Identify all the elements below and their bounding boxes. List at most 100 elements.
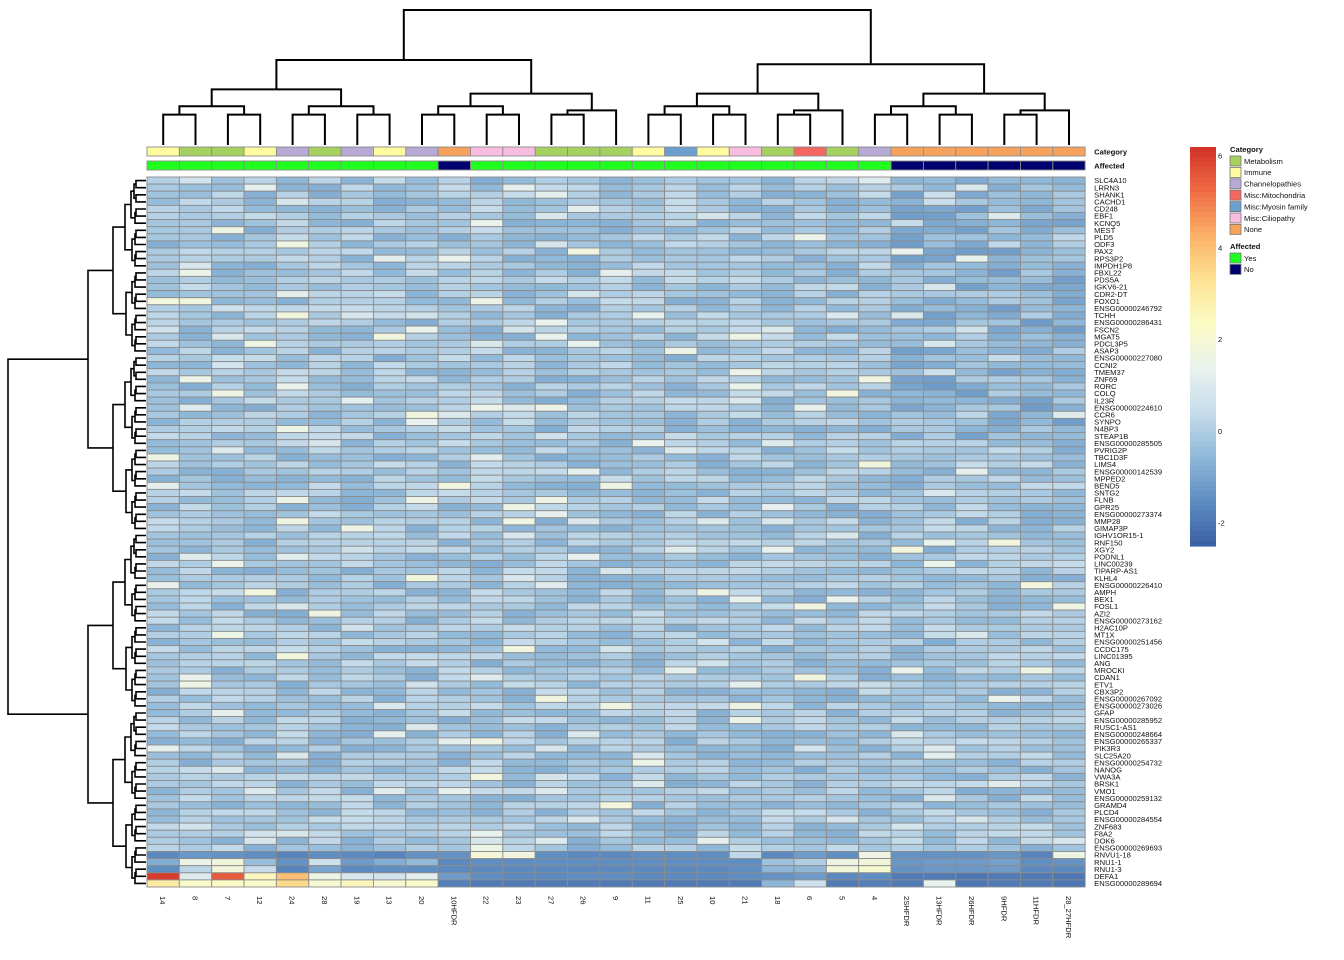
- heatmap-cell: [405, 751, 439, 760]
- heatmap-cell: [405, 219, 439, 228]
- heatmap-cell: [696, 325, 730, 334]
- heatmap-cell: [534, 254, 569, 263]
- heatmap-cell: [664, 787, 698, 796]
- heatmap-cell: [858, 226, 892, 235]
- heatmap-cell: [955, 808, 989, 817]
- heatmap-cell: [437, 197, 471, 206]
- heatmap-cell: [890, 417, 924, 426]
- heatmap-cell: [664, 432, 698, 441]
- heatmap-cell: [696, 787, 730, 796]
- heatmap-cell: [437, 233, 471, 242]
- heatmap-cell: [211, 375, 245, 384]
- heatmap-cell: [1052, 453, 1086, 462]
- heatmap-cell: [696, 354, 730, 363]
- heatmap-cell: [955, 425, 989, 434]
- heatmap-cell: [955, 730, 989, 739]
- heatmap-cell: [534, 666, 569, 675]
- heatmap-cell: [890, 758, 924, 767]
- heatmap-cell: [987, 417, 1021, 426]
- heatmap-cell: [146, 851, 180, 860]
- heatmap-cell: [858, 219, 892, 228]
- heatmap-cell: [275, 659, 310, 668]
- heatmap-cell: [955, 439, 989, 448]
- heatmap-cell: [502, 510, 536, 519]
- heatmap-cell: [761, 368, 795, 377]
- heatmap-cell: [211, 865, 245, 874]
- heatmap-cell: [243, 467, 277, 476]
- heatmap-cell: [437, 552, 471, 561]
- color-scale-segment: [1190, 491, 1216, 497]
- row-label: FOXO1: [1094, 297, 1120, 306]
- heatmap-cell: [664, 354, 698, 363]
- heatmap-cell: [243, 588, 277, 597]
- heatmap-cell: [534, 879, 569, 888]
- heatmap-cell: [761, 318, 795, 327]
- heatmap-cell: [146, 226, 180, 235]
- heatmap-cell: [1020, 176, 1054, 185]
- heatmap-cell: [987, 851, 1021, 860]
- heatmap-cell: [275, 531, 310, 540]
- heatmap-cell: [373, 701, 407, 710]
- heatmap-cell: [890, 496, 924, 505]
- heatmap-cell: [534, 609, 569, 618]
- heatmap-cell: [405, 666, 439, 675]
- heatmap-cell: [534, 716, 569, 725]
- heatmap-cell: [340, 197, 374, 206]
- heatmap-cell: [793, 439, 827, 448]
- heatmap-cell: [1052, 567, 1086, 576]
- heatmap-cell: [178, 375, 213, 384]
- heatmap-cell: [437, 481, 471, 490]
- heatmap-cell: [890, 737, 924, 746]
- heatmap-cell: [793, 559, 827, 568]
- heatmap-cell: [761, 467, 795, 476]
- dendrogram-branch: [125, 824, 132, 869]
- color-scale-segment: [1190, 351, 1216, 358]
- heatmap-cell: [761, 659, 795, 668]
- heatmap-cell: [534, 311, 569, 320]
- heatmap-cell: [308, 567, 342, 576]
- annotation-category-cell: [955, 146, 989, 157]
- heatmap-cell: [922, 638, 957, 647]
- heatmap-cell: [631, 361, 666, 370]
- row-label: MEST: [1094, 226, 1115, 235]
- heatmap-cell: [631, 858, 666, 867]
- heatmap-cell: [178, 368, 213, 377]
- heatmap-cell: [405, 212, 439, 221]
- heatmap-cell: [761, 247, 795, 256]
- heatmap-cell: [470, 630, 504, 639]
- heatmap-cell: [534, 304, 569, 313]
- heatmap-cell: [340, 233, 374, 242]
- heatmap-cell: [728, 254, 763, 263]
- dendrogram-branch: [756, 63, 986, 94]
- heatmap-cell: [1052, 382, 1086, 391]
- heatmap-cell: [761, 190, 795, 199]
- row-label: H2AC10P: [1094, 624, 1128, 633]
- heatmap-cell: [793, 325, 827, 334]
- heatmap-cell: [146, 176, 180, 185]
- heatmap-cell: [664, 794, 698, 803]
- heatmap-cell: [1052, 268, 1086, 277]
- heatmap-cell: [825, 432, 860, 441]
- heatmap-cell: [761, 567, 795, 576]
- heatmap-cell: [373, 865, 407, 874]
- heatmap-cell: [243, 325, 277, 334]
- heatmap-cell: [534, 219, 569, 228]
- heatmap-cell: [470, 687, 504, 696]
- heatmap-cell: [858, 389, 892, 398]
- heatmap-cell: [405, 467, 439, 476]
- heatmap-cell: [955, 538, 989, 547]
- heatmap-cell: [922, 687, 957, 696]
- heatmap-cell: [825, 716, 860, 725]
- heatmap-cell: [987, 382, 1021, 391]
- heatmap-cell: [1020, 311, 1054, 320]
- heatmap-cell: [373, 545, 407, 554]
- heatmap-cell: [631, 268, 666, 277]
- heatmap-cell: [987, 439, 1021, 448]
- heatmap-cell: [1020, 616, 1054, 625]
- heatmap-cell: [890, 375, 924, 384]
- heatmap-cell: [987, 872, 1021, 881]
- heatmap-cell: [631, 325, 666, 334]
- heatmap-cell: [599, 765, 633, 774]
- heatmap-cell: [146, 559, 180, 568]
- heatmap-cell: [308, 737, 342, 746]
